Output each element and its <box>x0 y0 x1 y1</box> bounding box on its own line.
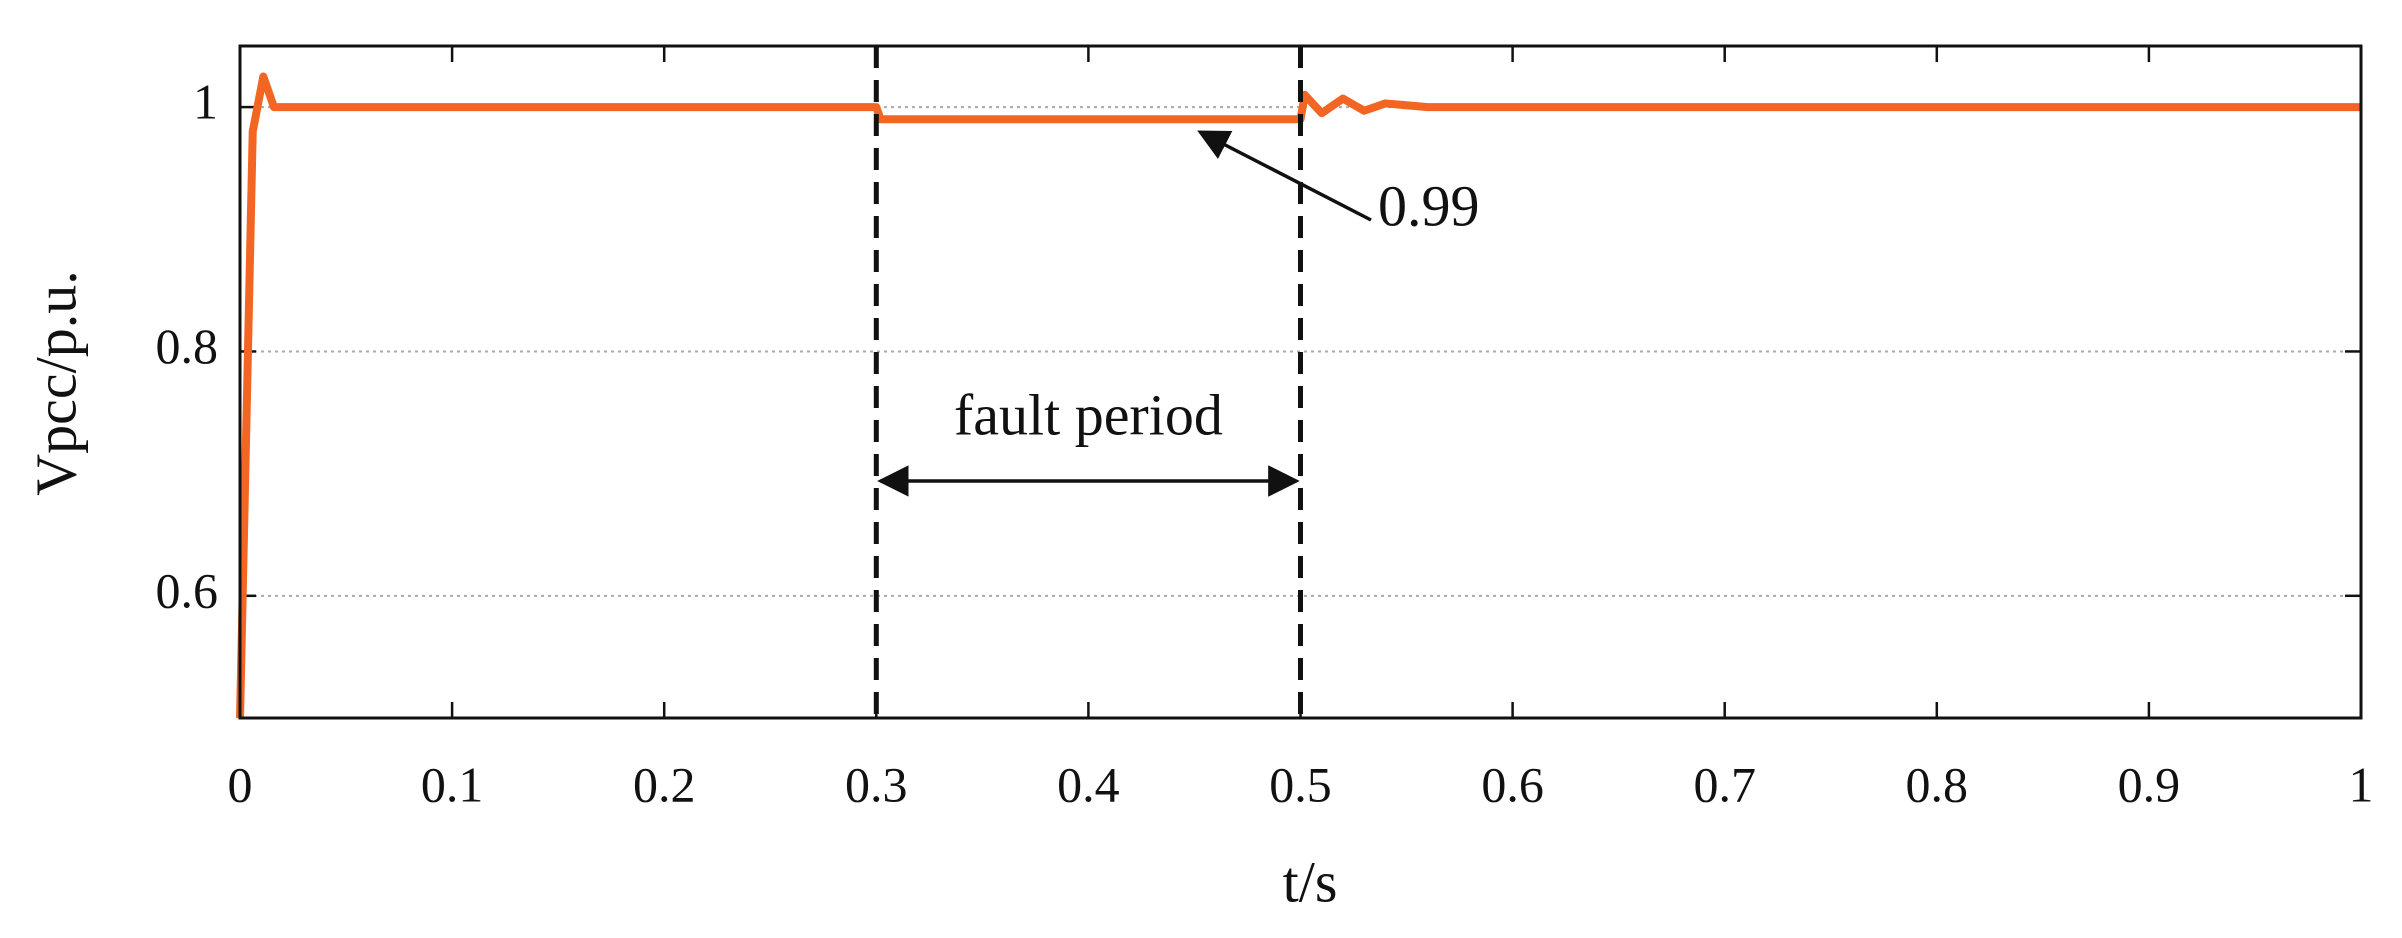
x-tick-label: 0.9 <box>2118 756 2181 812</box>
x-axis-title: t/s <box>1283 849 1338 914</box>
annotation-label: 0.99 <box>1378 173 1480 238</box>
x-tick-label: 0.7 <box>1693 756 1756 812</box>
y-tick-label: 0.6 <box>156 562 219 618</box>
plot-frame <box>238 44 2363 720</box>
x-tick-label: 0.5 <box>1269 756 1332 812</box>
x-tick-label: 0.3 <box>845 756 908 812</box>
x-tick-label: 0.1 <box>421 756 484 812</box>
x-tick-label: 0.6 <box>1481 756 1544 812</box>
y-tick-label: 0.8 <box>156 318 219 374</box>
x-tick-label: 0.4 <box>1057 756 1120 812</box>
x-tick-label: 0 <box>228 756 253 812</box>
annotation-arrow <box>1197 130 1372 222</box>
y-tick-label: 1 <box>193 74 218 130</box>
x-tick-label: 1 <box>2349 756 2374 812</box>
annotation-label: fault period <box>954 382 1223 447</box>
x-tick-label: 0.2 <box>633 756 696 812</box>
y-axis-title: Vpcc/p.u. <box>23 270 88 496</box>
x-tick-label: 0.8 <box>1906 756 1969 812</box>
